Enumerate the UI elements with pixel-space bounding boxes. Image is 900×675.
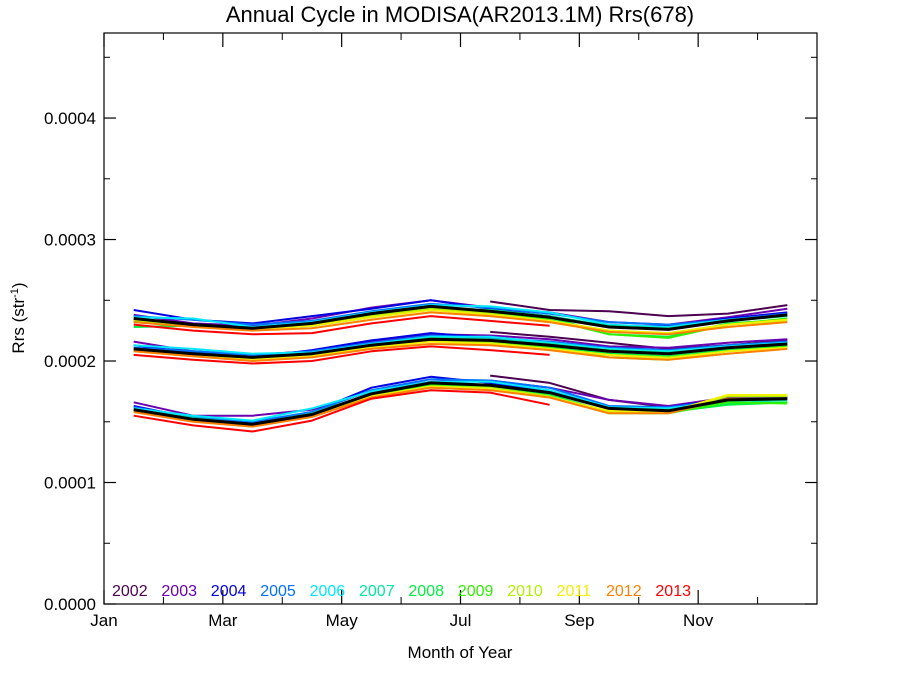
- legend-label-2013: 2013: [655, 583, 691, 600]
- legend-label-2003: 2003: [161, 583, 197, 600]
- series-line-2005-lower: [133, 378, 788, 423]
- legend-label-2004: 2004: [211, 583, 247, 600]
- x-tick-label: Nov: [683, 611, 714, 630]
- y-axis-title-main: Rrs (str: [9, 298, 28, 354]
- y-axis-title: Rrs (str-1): [9, 282, 28, 353]
- series-line-2006-lower: [133, 380, 788, 422]
- y-tick-label: 0.0001: [44, 474, 96, 493]
- x-tick-label: Jul: [450, 611, 472, 630]
- x-tick-label: Sep: [564, 611, 594, 630]
- series-line-2012-upper: [133, 311, 788, 336]
- series-line-2002-upper: [490, 300, 788, 318]
- series-line-2012-middle: [133, 343, 788, 362]
- series-line-2006-middle: [133, 335, 788, 355]
- legend-label-2002: 2002: [112, 583, 148, 600]
- series-lines: [133, 299, 788, 433]
- series-line-2013-upper: [133, 315, 550, 336]
- legend-label-2011: 2011: [557, 583, 592, 600]
- legend-label-2012: 2012: [606, 583, 642, 600]
- y-axis-title-close: ): [9, 282, 28, 288]
- x-tick-label: Mar: [208, 611, 238, 630]
- y-tick-label: 0.0000: [44, 595, 96, 614]
- x-tick-label: May: [326, 611, 359, 630]
- chart-title: Annual Cycle in MODISA(AR2013.1M) Rrs(67…: [226, 2, 694, 27]
- series-line-2013-middle: [133, 345, 550, 365]
- legend-label-2005: 2005: [260, 583, 296, 600]
- mean-line-middle: [133, 337, 788, 359]
- y-tick-label: 0.0003: [44, 231, 96, 250]
- y-tick-label: 0.0002: [44, 352, 96, 371]
- mean-line-lower: [133, 381, 788, 426]
- legend-label-2010: 2010: [507, 583, 543, 600]
- series-line-2006-upper: [133, 304, 788, 328]
- legend-label-2007: 2007: [359, 583, 395, 600]
- x-tick-label: Jan: [90, 611, 117, 630]
- series-line-2013-lower: [133, 389, 550, 433]
- legend-label-2006: 2006: [310, 583, 346, 600]
- x-axis-title: Month of Year: [408, 643, 513, 662]
- legend: 2002 2003 2004 2005 2006 2007 2008 2009 2010 2011…: [112, 583, 691, 600]
- legend-label-2008: 2008: [408, 583, 444, 600]
- mean-lines: [133, 304, 788, 426]
- series-line-2012-lower: [133, 386, 788, 428]
- legend-label-2009: 2009: [458, 583, 494, 600]
- y-axis-title-sup: -1: [9, 288, 21, 298]
- mean-line-upper: [133, 304, 788, 331]
- y-tick-label: 0.0004: [44, 109, 96, 128]
- axis-ticks: 0.0000 0.0001 0.0002 0.0003 0.0004 Jan Mar May J…: [44, 33, 817, 630]
